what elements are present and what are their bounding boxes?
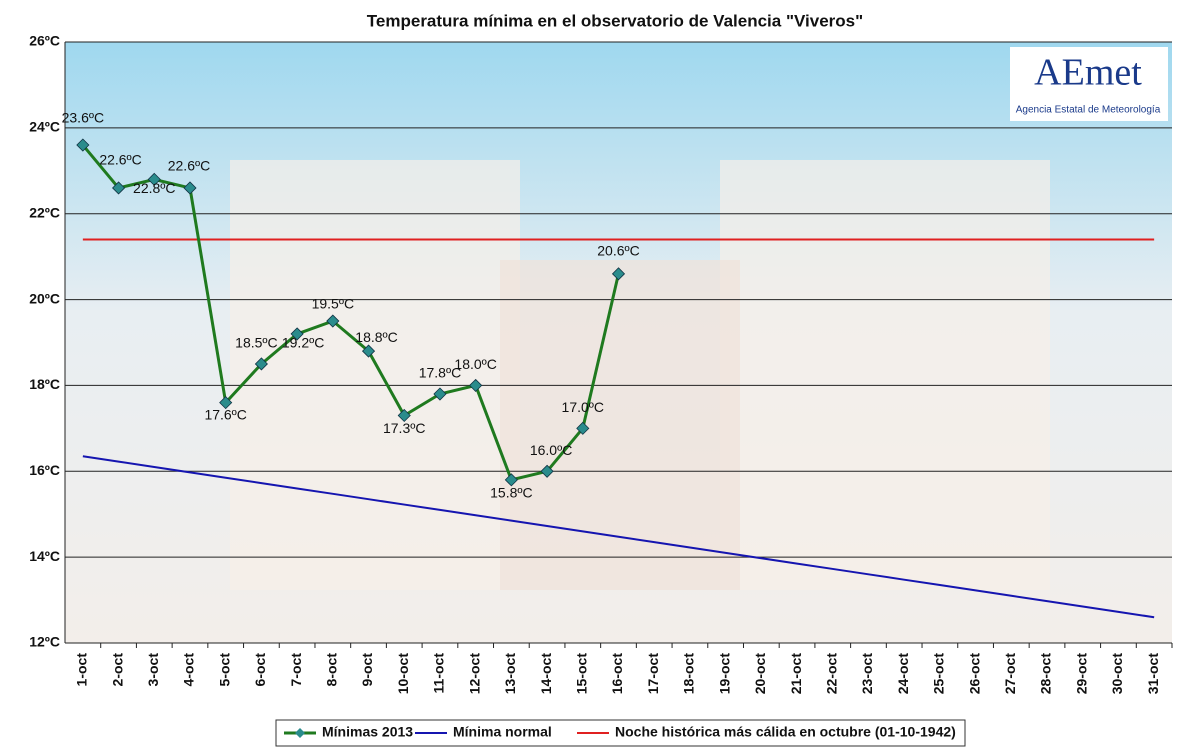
logo-box [1010,47,1168,121]
data-label: 19.2ºC [282,335,324,351]
legend-marker [295,728,305,738]
x-tick-label: 15-oct [573,653,589,695]
x-tick-label: 31-oct [1145,653,1161,695]
x-tick-label: 9-oct [359,653,375,687]
x-tick-label: 19-oct [716,653,732,695]
y-tick-label: 26ºC [29,33,60,49]
x-tick-label: 12-oct [466,653,482,695]
marker [433,387,447,401]
x-tick-label: 1-oct [74,653,90,687]
marker [611,267,626,281]
marker [254,357,268,371]
x-tick-label: 7-oct [288,653,304,687]
x-tick-label: 20-oct [752,653,768,695]
x-tick-label: 25-oct [931,653,947,695]
legend-box [275,719,966,747]
data-label: 22.6ºC [99,152,141,168]
marker [219,396,233,410]
data-label: 22.6ºC [168,158,210,174]
data-label: 18.8ºC [355,329,397,345]
data-label: 22.8ºC [133,180,175,196]
data-label: 17.6ºC [204,406,246,422]
x-tick-label: 28-oct [1038,653,1054,695]
marker [469,378,483,392]
marker [397,408,411,423]
y-tick-label: 20ºC [29,290,60,306]
data-label: 17.8ºC [419,365,461,381]
y-tick-label: 24ºC [29,119,60,135]
x-tick-label: 14-oct [538,653,554,695]
x-tick-label: 8-oct [324,653,340,687]
chart-title: Temperatura mínima en el observatorio de… [367,11,863,30]
x-tick-label: 18-oct [681,653,697,695]
data-label: 23.6ºC [62,110,104,126]
x-tick-label: 10-oct [395,653,411,695]
x-tick-label: 17-oct [645,653,661,695]
x-tick-label: 22-oct [823,653,839,695]
legend-label: Mínimas 2013 [322,724,413,740]
data-label: 16.0ºC [530,442,572,458]
marker [504,473,518,487]
y-tick-label: 12ºC [29,634,60,650]
x-tick-label: 5-oct [216,653,232,687]
series-line [81,144,620,482]
data-label: 18.5ºC [235,335,277,351]
series-line [82,455,1155,619]
y-tick-label: 18ºC [29,376,60,392]
x-tick-label: 3-oct [145,653,161,687]
logo-subtitle: Agencia Estatal de Meteorología [1016,105,1161,116]
data-label: 17.0ºC [562,399,604,415]
x-tick-label: 30-oct [1109,653,1125,695]
x-tick-label: 29-oct [1073,653,1089,695]
marker [76,138,90,152]
x-tick-label: 2-oct [109,653,125,687]
marker [183,181,197,195]
marker [147,172,161,186]
data-label: 18.0ºC [454,356,496,372]
marker [361,344,376,358]
marker [540,464,554,478]
marker [290,327,304,341]
gate [500,260,740,590]
x-tick-label: 16-oct [609,653,625,695]
legend-label: Mínima normal [453,724,552,740]
data-label: 15.8ºC [490,485,532,501]
y-tick-label: 14ºC [29,548,60,564]
tower-right [720,160,1050,590]
x-tick-label: 13-oct [502,653,518,695]
y-tick-label: 22ºC [29,204,60,220]
x-tick-label: 27-oct [1002,653,1018,695]
x-tick-label: 23-oct [859,653,875,695]
x-tick-label: 24-oct [895,653,911,695]
x-tick-label: 11-oct [431,653,447,694]
legend-label: Noche histórica más cálida en octubre (0… [615,724,956,740]
x-tick-label: 4-oct [181,653,197,687]
data-label: 20.6ºC [597,243,639,259]
data-label: 17.3ºC [383,420,425,436]
logo-name: AEmet [1034,52,1142,94]
x-tick-label: 21-oct [788,653,804,695]
marker [111,181,126,195]
x-tick-label: 6-oct [252,653,268,687]
data-label: 19.5ºC [312,296,354,312]
tower-left [230,160,520,590]
y-tick-label: 16ºC [29,462,60,478]
marker [576,421,590,435]
marker [326,314,340,328]
x-tick-label: 26-oct [966,653,982,695]
